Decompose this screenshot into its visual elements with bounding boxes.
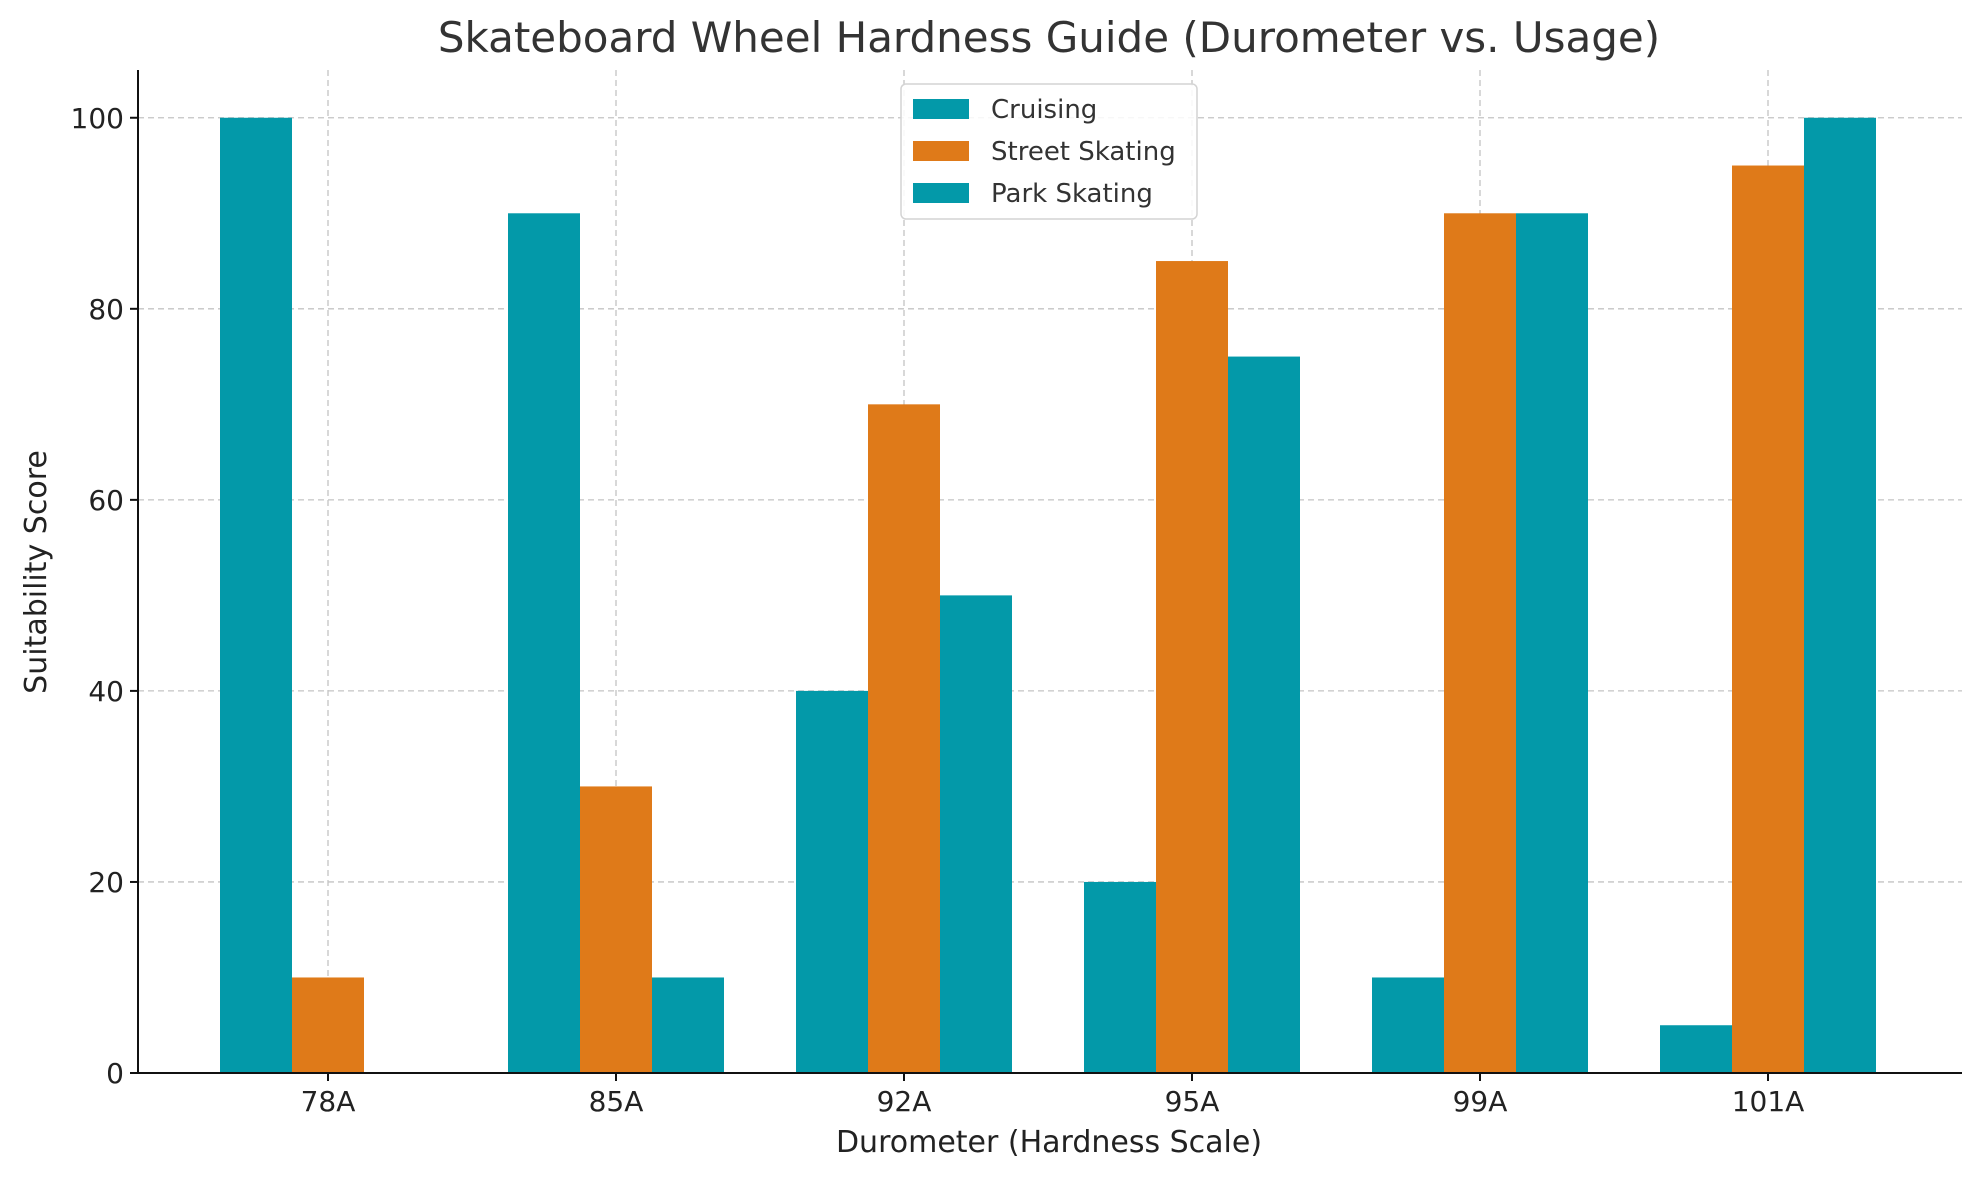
legend-label: Park Skating [991,179,1153,209]
x-tick-label: 99A [1453,1085,1508,1118]
bar-street-skating-85a [580,786,652,1073]
x-tick-label: 101A [1732,1085,1805,1118]
y-axis-title: Suitability Score [19,450,54,694]
y-tick-label: 20 [88,866,124,899]
bar-park-skating-85a [652,977,724,1073]
x-tick-label: 92A [877,1085,932,1118]
axes-layer [137,70,1962,1074]
x-tick-label: 78A [301,1085,356,1118]
legend-swatch [913,141,969,161]
bar-cruising-78a [220,117,292,1073]
ticks-layer: 0 20 40 60 80 100 78A 85A 92A 95A 99A 101A [71,102,1805,1118]
bar-street-skating-92a [868,404,940,1073]
bar-cruising-101a [1660,1025,1732,1073]
bar-street-skating-78a [292,977,364,1073]
legend: Cruising Street Skating Park Skating [900,83,1198,220]
grid-layer [138,70,1962,1073]
chart-title: Skateboard Wheel Hardness Guide (Duromet… [438,13,1660,62]
bar-cruising-99a [1372,977,1444,1073]
y-tick-label: 0 [106,1057,124,1090]
x-tick-label: 95A [1165,1085,1220,1118]
y-tick-label: 40 [88,675,124,708]
bar-park-skating-99a [1516,213,1588,1074]
bar-cruising-85a [508,213,580,1074]
y-tick-label: 100 [71,102,124,135]
bar-cruising-95a [1084,881,1156,1073]
bar-park-skating-101a [1804,117,1876,1073]
y-tick-label: 80 [88,293,124,326]
bar-street-skating-99a [1444,213,1516,1074]
bar-street-skating-95a [1156,261,1228,1073]
legend-swatch [913,183,969,203]
legend-swatch [913,99,969,119]
legend-label: Street Skating [991,137,1176,167]
x-tick-label: 85A [589,1085,644,1118]
bar-park-skating-95a [1228,356,1300,1074]
x-axis-title: Durometer (Hardness Scale) [836,1125,1262,1160]
legend-frame [900,83,1198,220]
bar-street-skating-101a [1732,165,1804,1073]
bar-park-skating-92a [940,595,1012,1073]
bars-layer [220,117,1876,1074]
bar-cruising-92a [796,690,868,1073]
legend-label: Cruising [991,95,1097,125]
y-tick-label: 60 [88,484,124,517]
